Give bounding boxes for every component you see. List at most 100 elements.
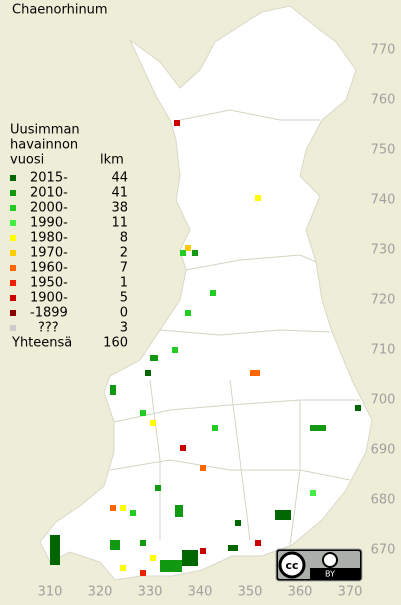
legend-swatch (10, 190, 16, 196)
legend-count: 8 (120, 231, 128, 246)
legend-heading: Uusimman (10, 123, 80, 138)
observation-square (160, 560, 182, 572)
observation-square (155, 485, 161, 491)
y-axis-label: 680 (371, 493, 396, 508)
legend-swatch (10, 235, 16, 241)
by-label: BY (325, 570, 335, 579)
observation-square (145, 370, 151, 376)
legend-swatch (10, 220, 16, 226)
x-axis-label: 340 (188, 585, 213, 600)
legend-swatch (10, 205, 16, 211)
legend-total: 160 (103, 336, 128, 351)
legend-label: 2010- (30, 186, 68, 201)
observation-square (180, 445, 186, 451)
legend-label: 1900- (30, 291, 68, 306)
observation-square (175, 505, 183, 517)
legend-count-heading: lkm (100, 153, 124, 168)
cc-circle (278, 551, 306, 579)
legend-swatch (10, 250, 16, 256)
observation-square (355, 405, 361, 411)
observation-square (150, 420, 156, 426)
legend-count: 5 (120, 291, 128, 306)
legend-count: 0 (120, 306, 128, 321)
legend-swatch (10, 295, 16, 301)
legend-heading: havainnon (10, 138, 78, 153)
by-icon (322, 552, 338, 568)
legend-label: 2000- (30, 201, 68, 216)
legend-label: 1990- (30, 216, 68, 231)
legend-total-label: Yhteensä (11, 336, 72, 351)
legend-count: 1 (120, 276, 128, 291)
observation-square (140, 540, 146, 546)
license-badge: cc BY (275, 548, 363, 582)
x-axis-label: 330 (138, 585, 163, 600)
observation-square (140, 410, 146, 416)
observation-square (310, 490, 316, 496)
cc-icon: cc (285, 559, 298, 572)
observation-square (235, 520, 241, 526)
y-axis-label: 750 (371, 143, 396, 158)
x-axis-label: 360 (288, 585, 313, 600)
legend-count: 38 (111, 201, 128, 216)
observation-square (172, 347, 178, 353)
observation-square (275, 510, 291, 520)
observation-squares (50, 120, 361, 576)
observation-square (130, 510, 136, 516)
by-strip (310, 568, 360, 579)
observation-square (174, 120, 180, 126)
observation-square (192, 250, 198, 256)
observation-square (140, 570, 146, 576)
legend-count: 44 (111, 171, 128, 186)
legend-label: 1960- (30, 261, 68, 276)
y-axis-label: 700 (371, 393, 396, 408)
legend-label: 2015- (30, 171, 68, 186)
y-axis-label: 720 (371, 293, 396, 308)
axes: 310 320 330 340 350 360 3706706806907007107207… (38, 43, 396, 600)
legend-swatch (10, 310, 16, 316)
legend-label: -1899 (30, 306, 68, 321)
observation-square (310, 425, 326, 431)
legend-label: ??? (38, 321, 59, 336)
region-borders (109, 109, 360, 546)
observation-square (250, 370, 260, 376)
country-shape (39, 5, 373, 581)
observation-square (210, 290, 216, 296)
legend-count: 3 (120, 321, 128, 336)
observation-square (185, 310, 191, 316)
legend-label: 1970- (30, 246, 68, 261)
observation-square (200, 465, 206, 471)
observation-square (110, 505, 116, 511)
y-axis-label: 670 (371, 543, 396, 558)
y-axis-label: 760 (371, 93, 396, 108)
legend-swatch (10, 265, 16, 271)
observation-square (212, 425, 218, 431)
observation-square (110, 385, 116, 395)
y-axis-label: 690 (371, 443, 396, 458)
observation-square (110, 540, 120, 550)
legend-heading: vuosi (10, 153, 44, 168)
observation-square (150, 355, 158, 361)
x-axis-label: 310 (38, 585, 63, 600)
observation-square (120, 505, 126, 511)
y-axis-label: 730 (371, 243, 396, 258)
legend-swatch (10, 175, 16, 181)
observation-square (228, 545, 238, 551)
legend-swatch (10, 325, 16, 331)
map-title: Chaenorhinum (12, 3, 108, 18)
observation-square (200, 548, 206, 554)
legend-count: 11 (111, 216, 128, 231)
y-axis-label: 770 (371, 43, 396, 58)
y-axis-label: 710 (371, 343, 396, 358)
observation-square (180, 250, 186, 256)
observation-square (182, 550, 198, 566)
legend-count: 7 (120, 261, 128, 276)
legend-count: 41 (111, 186, 128, 201)
observation-square (150, 555, 156, 561)
x-axis-label: 350 (238, 585, 263, 600)
legend-swatch (10, 280, 16, 286)
legend-count: 2 (120, 246, 128, 261)
observation-square (255, 195, 261, 201)
